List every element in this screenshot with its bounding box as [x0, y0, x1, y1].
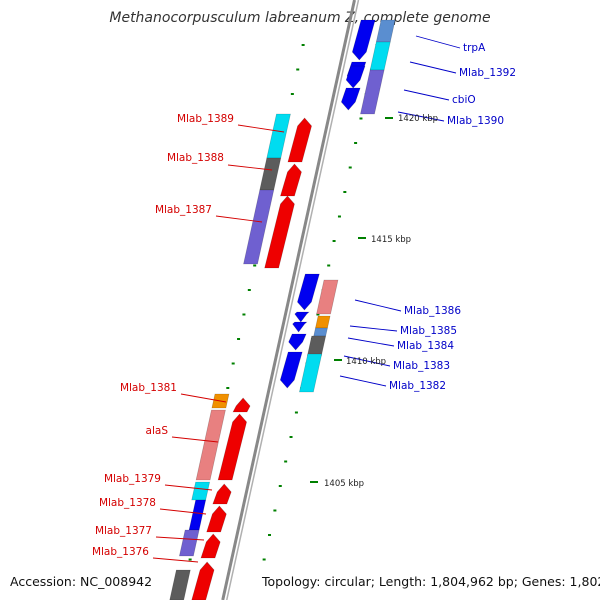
leader-line [415, 35, 461, 49]
gene-mlab-1385-shape [294, 311, 310, 323]
leader-line [180, 393, 227, 403]
gene-mlab-1383-inner [306, 335, 327, 357]
gene-label-mlab-1378[interactable]: Mlab_1378 [99, 497, 156, 509]
gene-label-mlab-1379[interactable]: Mlab_1379 [104, 473, 161, 485]
map-title: Methanocorpusculum labreanum Z, complete… [109, 10, 490, 26]
gene-mlab-1379-shape [212, 483, 232, 505]
gene-mlab-1383-shape [288, 333, 307, 351]
leader-line [237, 124, 285, 133]
gene-mlab-1387-shape [264, 195, 295, 269]
gene-features [169, 19, 396, 600]
gene-label-mlab-1385[interactable]: Mlab_1385 [400, 325, 457, 337]
leader-line [155, 536, 205, 541]
genome-backbone [221, 0, 360, 600]
leader-line [215, 215, 263, 223]
gene-mlab-1378-inner [188, 499, 207, 531]
gene-cbio-shape [345, 65, 366, 89]
gene-mlab-1389-inner [266, 113, 291, 159]
leader-line [343, 355, 391, 367]
kbp-label-1405: 1405 kbp [324, 479, 364, 489]
gene-alas-shape [217, 413, 247, 481]
leader-line [403, 89, 450, 101]
gene-mlab-1381-shape [232, 397, 251, 413]
gene-mlab-1378-shape [206, 505, 227, 533]
gene-label-mlab-1386[interactable]: Mlab_1386 [404, 305, 461, 317]
gene-mlab-1388-shape [280, 163, 302, 197]
gene-trpa-shape [351, 19, 376, 61]
gene-mlab-1376-inner [169, 569, 191, 600]
gene-mlab-1386-inner [316, 279, 339, 315]
gene-labels: Mlab_1389 Mlab_1388 Mlab_1387 Mlab_1381 … [92, 42, 516, 558]
gene-mlab-1377-inner [179, 529, 200, 557]
kbp-label-1420: 1420 kbp [398, 114, 438, 124]
leader-line [164, 484, 213, 491]
gene-label-trpa[interactable]: trpA [463, 42, 486, 54]
backbone-line-inner [226, 0, 360, 600]
backbone-line-outer [221, 0, 356, 600]
leader-line [354, 299, 402, 312]
gene-mlab-1385-inner [315, 315, 331, 329]
gene-label-mlab-1382[interactable]: Mlab_1382 [389, 380, 446, 392]
gene-mlab-1384-inner [313, 327, 328, 337]
gene-mlab-1387-inner [243, 189, 275, 265]
gene-label-mlab-1387[interactable]: Mlab_1387 [155, 204, 212, 216]
accession-text: Accession: NC_008942 [10, 574, 152, 589]
kbp-label-1415: 1415 kbp [371, 235, 411, 245]
gene-mlab-1377-shape [200, 533, 221, 559]
kbp-label-1410: 1410 kbp [346, 357, 386, 367]
gene-label-mlab-1377[interactable]: Mlab_1377 [95, 525, 152, 537]
gene-mlab-1388-inner [259, 157, 282, 191]
leader-line [409, 61, 457, 74]
gene-mlab-1382-shape [279, 351, 303, 389]
leader-line [349, 325, 398, 332]
gene-label-mlab-1389[interactable]: Mlab_1389 [177, 113, 234, 125]
leader-line [159, 508, 207, 515]
gene-label-mlab-1390[interactable]: Mlab_1390 [447, 115, 504, 127]
position-labels: 1420 kbp 1415 kbp 1410 kbp 1405 kbp [324, 114, 438, 489]
topology-text: Topology: circular; Length: 1,804,962 bp… [261, 574, 600, 589]
gene-mlab-1379-inner [191, 481, 211, 501]
gene-label-alas[interactable]: alaS [146, 425, 169, 437]
gene-mlab-1376-shape [191, 561, 215, 600]
gene-label-mlab-1376[interactable]: Mlab_1376 [92, 546, 149, 558]
gene-label-mlab-1383[interactable]: Mlab_1383 [393, 360, 450, 372]
leader-line [171, 436, 219, 443]
gene-mlab-1382-inner [299, 353, 323, 393]
leader-line [347, 337, 395, 347]
gene-mlab-1390-inner [360, 69, 385, 115]
gene-label-cbio[interactable]: cbiO [452, 94, 476, 106]
leader-line [339, 375, 387, 387]
label-leader-lines [152, 35, 461, 563]
gene-mlab-1386-shape [297, 273, 320, 311]
gene-label-mlab-1384[interactable]: Mlab_1384 [397, 340, 454, 352]
gene-label-mlab-1392[interactable]: Mlab_1392 [459, 67, 516, 79]
leader-line [397, 111, 445, 122]
leader-line [227, 164, 273, 171]
gene-label-mlab-1388[interactable]: Mlab_1388 [167, 152, 224, 164]
gene-mlab-1389-shape [287, 117, 312, 163]
gene-label-mlab-1381[interactable]: Mlab_1381 [120, 382, 177, 394]
gene-alas-inner [195, 409, 226, 481]
gene-mlab-1390-shape [341, 87, 361, 111]
gene-mlab-1392-inner [369, 41, 391, 71]
leader-line [152, 557, 199, 563]
gene-mlab-1384-shape [292, 321, 308, 333]
